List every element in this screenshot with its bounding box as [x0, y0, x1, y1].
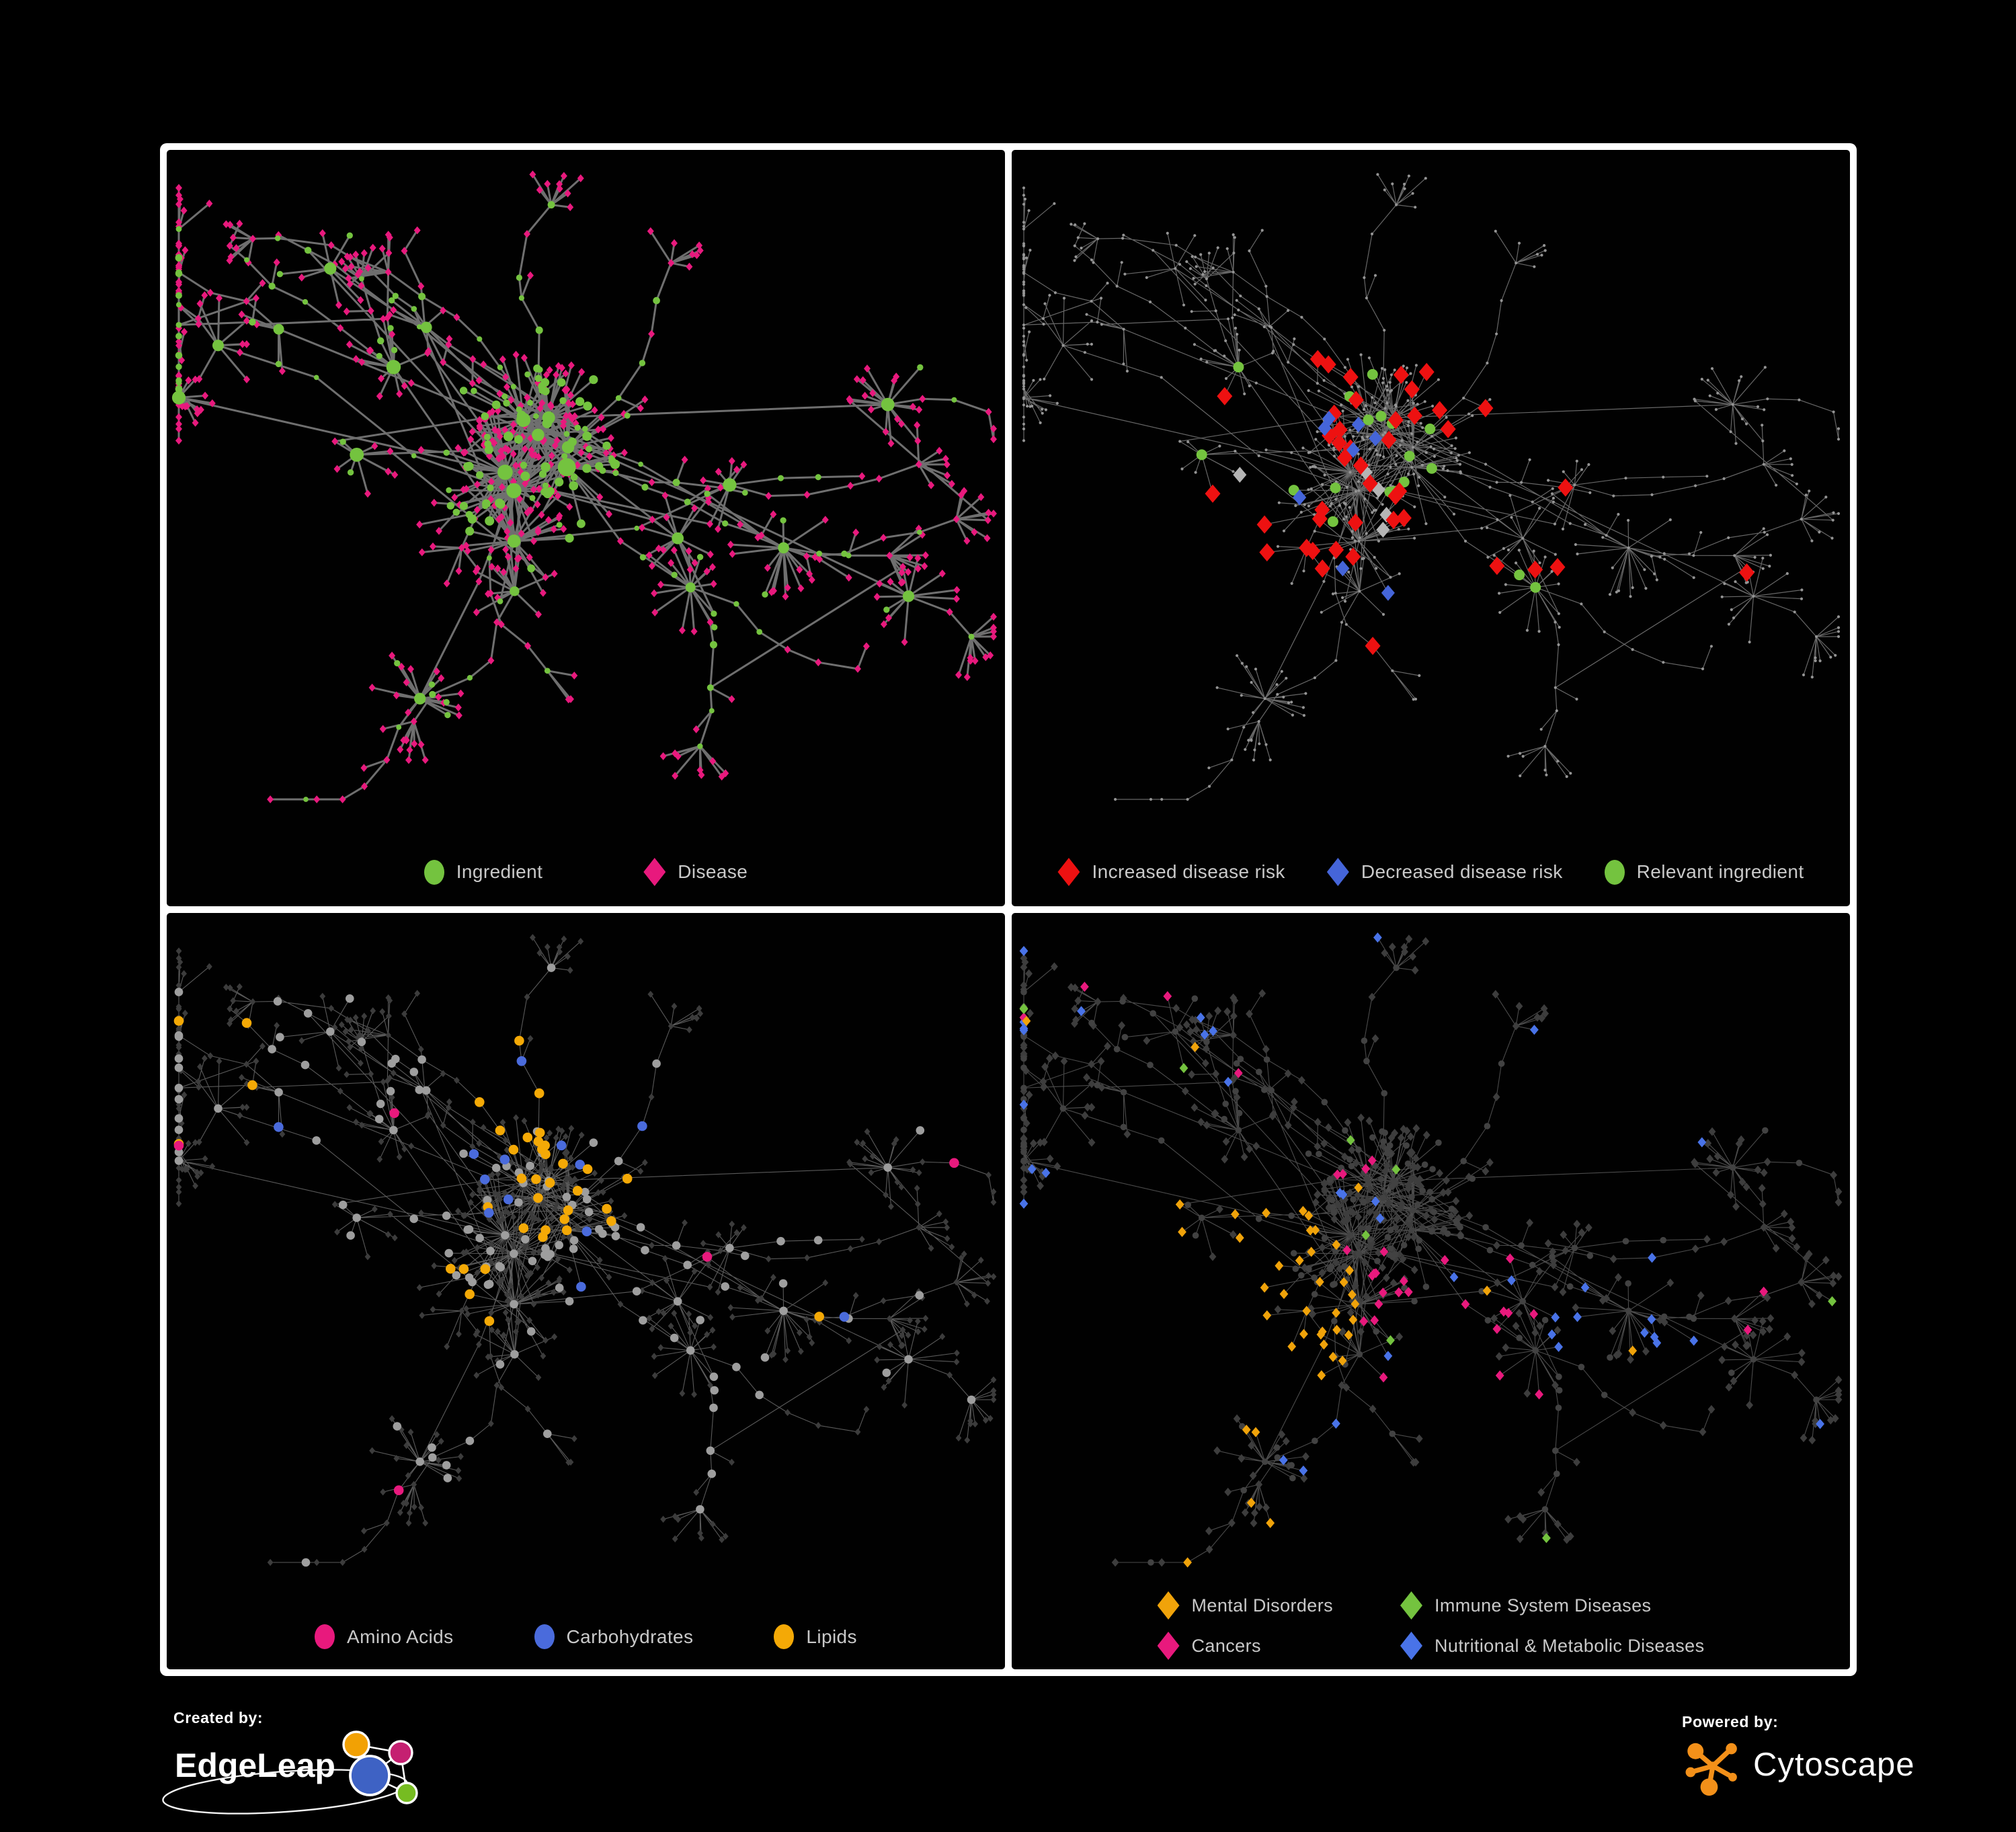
amino-acids-swatch-icon	[315, 1624, 335, 1649]
legend-item: Carbohydrates	[534, 1624, 694, 1649]
disease-swatch-icon	[643, 858, 666, 886]
legend-disease-classes: Mental Disorders Immune System Diseases …	[1012, 1591, 1850, 1660]
legend-label: Mental Disorders	[1191, 1595, 1333, 1616]
legend-label: Relevant ingredient	[1636, 861, 1804, 882]
immune-diseases-swatch-icon	[1400, 1591, 1422, 1620]
network-graph-disease-classes	[1019, 932, 1843, 1568]
legend-label: Increased disease risk	[1092, 861, 1285, 882]
relevant-ingredient-swatch-icon	[1604, 859, 1625, 885]
decreased-risk-swatch-icon	[1326, 858, 1349, 886]
network-graph-disease-risk	[1022, 173, 1841, 801]
legend-label: Disease	[678, 861, 748, 882]
panel-grid: Ingredient Disease Increased disease ris…	[160, 143, 1857, 1676]
legend-nutrient-classes: Amino Acids Carbohydrates Lipids	[167, 1624, 1005, 1649]
legend-label: Ingredient	[456, 861, 543, 882]
legend-label: Cancers	[1191, 1635, 1261, 1656]
panel-nutrient-classes: Amino Acids Carbohydrates Lipids	[167, 913, 1005, 1669]
legend-item: Nutritional & Metabolic Diseases	[1400, 1632, 1704, 1660]
legend-ingredient-disease: Ingredient Disease	[167, 858, 1005, 886]
cytoscape-network-icon	[1685, 1743, 1737, 1796]
created-by-block: Created by: EdgeLeap	[162, 1709, 496, 1832]
legend-item: Mental Disorders	[1157, 1591, 1333, 1620]
powered-by-block: Powered by: Cytoscape	[1682, 1713, 1915, 1796]
legend-label: Nutritional & Metabolic Diseases	[1435, 1635, 1705, 1656]
legend-label: Immune System Diseases	[1435, 1595, 1652, 1616]
edgeleap-wordmark: EdgeLeap	[175, 1747, 335, 1784]
legend-disease-risk: Increased disease risk Decreased disease…	[1012, 858, 1850, 886]
legend-label: Amino Acids	[347, 1626, 454, 1647]
ingredient-swatch-icon	[424, 859, 444, 885]
legend-item: Ingredient	[424, 859, 543, 885]
edgeleap-network-icon	[342, 1730, 418, 1804]
legend-item: Lipids	[774, 1624, 857, 1649]
cytoscape-wordmark: Cytoscape	[1753, 1747, 1915, 1783]
carbohydrates-swatch-icon	[534, 1624, 555, 1649]
nutritional-metabolic-swatch-icon	[1400, 1632, 1422, 1660]
increased-risk-swatch-icon	[1057, 858, 1080, 886]
legend-item: Relevant ingredient	[1604, 859, 1804, 885]
legend-item: Decreased disease risk	[1326, 858, 1563, 886]
panel-ingredient-disease: Ingredient Disease	[167, 150, 1005, 906]
powered-by-label: Powered by:	[1682, 1713, 1779, 1730]
network-graph-ingredient-disease	[171, 170, 997, 803]
cancers-swatch-icon	[1157, 1632, 1180, 1660]
legend-item: Disease	[643, 858, 748, 886]
created-by-label: Created by:	[173, 1709, 264, 1726]
legend-label: Carbohydrates	[566, 1626, 694, 1647]
panel-disease-classes: Mental Disorders Immune System Diseases …	[1012, 913, 1850, 1669]
legend-item: Amino Acids	[315, 1624, 453, 1649]
legend-item: Cancers	[1157, 1632, 1333, 1660]
legend-label: Decreased disease risk	[1361, 861, 1563, 882]
edgeleap-logo: EdgeLeap	[162, 1730, 496, 1832]
lipids-swatch-icon	[774, 1624, 795, 1649]
cytoscape-logo: Cytoscape	[1682, 1734, 1915, 1796]
legend-label: Lipids	[806, 1626, 857, 1647]
panel-disease-risk: Increased disease risk Decreased disease…	[1012, 150, 1850, 906]
network-graph-nutrient-classes	[173, 934, 997, 1567]
legend-item: Immune System Diseases	[1400, 1591, 1704, 1620]
mental-disorders-swatch-icon	[1157, 1591, 1180, 1620]
legend-item: Increased disease risk	[1057, 858, 1285, 886]
